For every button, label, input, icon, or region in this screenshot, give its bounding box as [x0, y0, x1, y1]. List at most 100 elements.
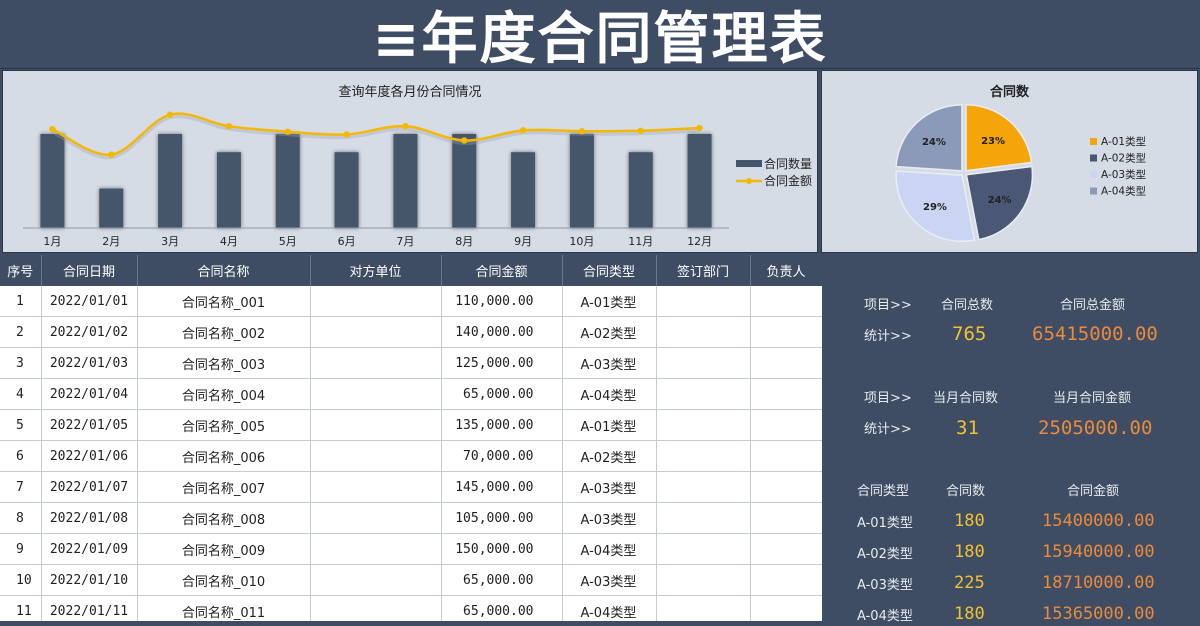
table-row[interactable]: 11 2022/01/11 合同名称_011 65,000.00 A-04类型 [0, 595, 822, 621]
cell-owner[interactable] [750, 595, 822, 621]
cell-owner[interactable] [750, 471, 822, 503]
table-row[interactable]: 10 2022/01/10 合同名称_010 65,000.00 A-03类型 [0, 564, 822, 596]
cell-date[interactable]: 2022/01/05 [41, 409, 138, 441]
cell-owner[interactable] [750, 409, 822, 441]
table-row[interactable]: 8 2022/01/08 合同名称_008 105,000.00 A-03类型 [0, 502, 822, 534]
cell-index[interactable]: 3 [0, 347, 42, 379]
cell-name[interactable]: 合同名称_007 [137, 471, 311, 503]
cell-date[interactable]: 2022/01/10 [41, 564, 138, 596]
cell-index[interactable]: 9 [0, 533, 42, 565]
cell-owner[interactable] [750, 378, 822, 410]
cell-counterparty[interactable] [310, 378, 442, 410]
cell-owner[interactable] [750, 533, 822, 565]
table-row[interactable]: 6 2022/01/06 合同名称_006 70,000.00 A-02类型 [0, 440, 822, 472]
cell-index[interactable]: 6 [0, 440, 42, 472]
cell-index[interactable]: 1 [0, 286, 42, 317]
cell-counterparty[interactable] [310, 595, 442, 621]
cell-department[interactable] [656, 378, 751, 410]
cell-date[interactable]: 2022/01/09 [41, 533, 138, 565]
col-header-owner[interactable]: 负责人 [750, 255, 822, 286]
cell-date[interactable]: 2022/01/06 [41, 440, 138, 472]
cell-index[interactable]: 4 [0, 378, 42, 410]
col-header-type[interactable]: 合同类型 [562, 255, 657, 286]
cell-name[interactable]: 合同名称_008 [137, 502, 311, 534]
cell-amount[interactable]: 105,000.00 [441, 502, 563, 534]
cell-department[interactable] [656, 347, 751, 379]
cell-name[interactable]: 合同名称_010 [137, 564, 311, 596]
col-header-date[interactable]: 合同日期 [41, 255, 138, 286]
cell-department[interactable] [656, 502, 751, 534]
cell-type[interactable]: A-03类型 [562, 471, 657, 503]
cell-department[interactable] [656, 409, 751, 441]
cell-amount[interactable]: 135,000.00 [441, 409, 563, 441]
table-row[interactable]: 1 2022/01/01 合同名称_001 110,000.00 A-01类型 [0, 286, 822, 317]
col-header-amount[interactable]: 合同金额 [441, 255, 563, 286]
cell-date[interactable]: 2022/01/07 [41, 471, 138, 503]
cell-type[interactable]: A-04类型 [562, 533, 657, 565]
cell-department[interactable] [656, 286, 751, 317]
cell-type[interactable]: A-03类型 [562, 347, 657, 379]
cell-type[interactable]: A-03类型 [562, 502, 657, 534]
table-row[interactable]: 7 2022/01/07 合同名称_007 145,000.00 A-03类型 [0, 471, 822, 503]
cell-amount[interactable]: 65,000.00 [441, 378, 563, 410]
cell-type[interactable]: A-01类型 [562, 409, 657, 441]
table-row[interactable]: 2 2022/01/02 合同名称_002 140,000.00 A-02类型 [0, 316, 822, 348]
cell-date[interactable]: 2022/01/02 [41, 316, 138, 348]
cell-name[interactable]: 合同名称_001 [137, 286, 311, 317]
cell-date[interactable]: 2022/01/08 [41, 502, 138, 534]
cell-counterparty[interactable] [310, 502, 442, 534]
cell-amount[interactable]: 145,000.00 [441, 471, 563, 503]
cell-department[interactable] [656, 533, 751, 565]
cell-counterparty[interactable] [310, 286, 442, 317]
cell-counterparty[interactable] [310, 440, 442, 472]
cell-amount[interactable]: 140,000.00 [441, 316, 563, 348]
cell-owner[interactable] [750, 502, 822, 534]
cell-department[interactable] [656, 440, 751, 472]
cell-type[interactable]: A-03类型 [562, 564, 657, 596]
col-header-counterparty[interactable]: 对方单位 [310, 255, 442, 286]
cell-name[interactable]: 合同名称_011 [137, 595, 311, 621]
cell-type[interactable]: A-02类型 [562, 440, 657, 472]
col-header-department[interactable]: 签订部门 [656, 255, 751, 286]
cell-owner[interactable] [750, 347, 822, 379]
cell-name[interactable]: 合同名称_005 [137, 409, 311, 441]
cell-date[interactable]: 2022/01/11 [41, 595, 138, 621]
cell-department[interactable] [656, 471, 751, 503]
cell-counterparty[interactable] [310, 533, 442, 565]
cell-amount[interactable]: 70,000.00 [441, 440, 563, 472]
cell-counterparty[interactable] [310, 316, 442, 348]
table-row[interactable]: 9 2022/01/09 合同名称_009 150,000.00 A-04类型 [0, 533, 822, 565]
cell-department[interactable] [656, 564, 751, 596]
table-row[interactable]: 4 2022/01/04 合同名称_004 65,000.00 A-04类型 [0, 378, 822, 410]
cell-index[interactable]: 11 [0, 595, 42, 621]
table-row[interactable]: 5 2022/01/05 合同名称_005 135,000.00 A-01类型 [0, 409, 822, 441]
cell-owner[interactable] [750, 440, 822, 472]
cell-amount[interactable]: 125,000.00 [441, 347, 563, 379]
cell-name[interactable]: 合同名称_004 [137, 378, 311, 410]
cell-index[interactable]: 8 [0, 502, 42, 534]
cell-index[interactable]: 2 [0, 316, 42, 348]
cell-owner[interactable] [750, 286, 822, 317]
cell-date[interactable]: 2022/01/03 [41, 347, 138, 379]
cell-index[interactable]: 10 [0, 564, 42, 596]
cell-amount[interactable]: 110,000.00 [441, 286, 563, 317]
cell-name[interactable]: 合同名称_009 [137, 533, 311, 565]
cell-amount[interactable]: 65,000.00 [441, 595, 563, 621]
cell-date[interactable]: 2022/01/04 [41, 378, 138, 410]
cell-name[interactable]: 合同名称_003 [137, 347, 311, 379]
col-header-index[interactable]: 序号 [0, 255, 42, 286]
cell-type[interactable]: A-01类型 [562, 286, 657, 317]
cell-counterparty[interactable] [310, 471, 442, 503]
cell-name[interactable]: 合同名称_006 [137, 440, 311, 472]
cell-department[interactable] [656, 595, 751, 621]
cell-amount[interactable]: 150,000.00 [441, 533, 563, 565]
cell-date[interactable]: 2022/01/01 [41, 286, 138, 317]
cell-index[interactable]: 5 [0, 409, 42, 441]
cell-type[interactable]: A-02类型 [562, 316, 657, 348]
col-header-name[interactable]: 合同名称 [137, 255, 311, 286]
cell-type[interactable]: A-04类型 [562, 595, 657, 621]
cell-department[interactable] [656, 316, 751, 348]
cell-counterparty[interactable] [310, 409, 442, 441]
cell-counterparty[interactable] [310, 564, 442, 596]
cell-type[interactable]: A-04类型 [562, 378, 657, 410]
